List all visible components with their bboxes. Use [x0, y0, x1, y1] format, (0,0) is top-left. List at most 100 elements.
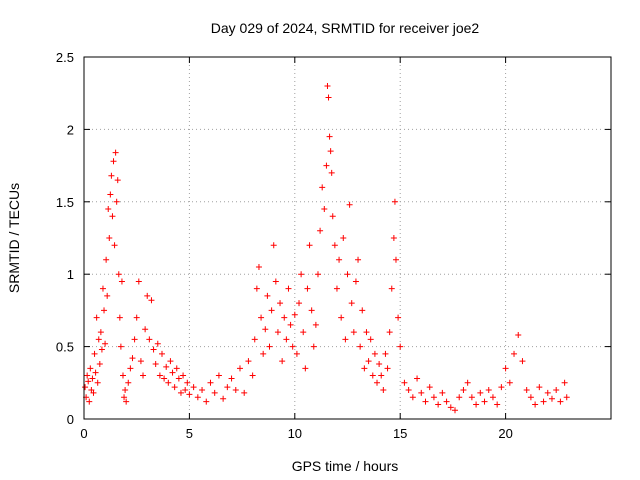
data-point — [540, 398, 547, 405]
data-point — [405, 387, 412, 394]
data-point — [329, 213, 336, 220]
data-point — [363, 329, 370, 336]
data-point — [270, 242, 277, 249]
data-point — [426, 384, 433, 391]
data-point — [255, 263, 262, 270]
data-point — [485, 387, 492, 394]
data-point — [328, 169, 335, 176]
data-point — [121, 394, 128, 401]
data-point — [177, 389, 184, 396]
data-point — [182, 387, 189, 394]
data-point — [378, 372, 385, 379]
data-point — [365, 358, 372, 365]
data-point — [103, 256, 110, 263]
data-point — [536, 384, 543, 391]
data-point — [306, 242, 313, 249]
data-point — [102, 340, 109, 347]
data-point — [515, 332, 522, 339]
axis-ticks: 0 5 10 15 20 0 0.5 1 1.5 2 2.5 — [56, 50, 611, 441]
data-point — [494, 401, 501, 408]
data-point — [346, 201, 353, 208]
data-point — [439, 389, 446, 396]
data-point — [498, 384, 505, 391]
data-point — [532, 401, 539, 408]
data-point — [298, 271, 305, 278]
data-point — [464, 379, 471, 386]
data-point — [380, 387, 387, 394]
data-point — [114, 177, 121, 184]
data-point — [251, 336, 258, 343]
data-point — [367, 336, 374, 343]
data-point — [224, 384, 231, 391]
data-point — [190, 384, 197, 391]
data-point — [283, 336, 290, 343]
data-point — [111, 242, 118, 249]
data-point — [361, 365, 368, 372]
data-point — [131, 336, 138, 343]
data-point — [548, 395, 555, 402]
data-point — [245, 358, 252, 365]
data-point — [199, 387, 206, 394]
data-point — [422, 398, 429, 405]
data-point — [117, 343, 124, 350]
data-point — [338, 314, 345, 321]
data-point — [133, 314, 140, 321]
data-point — [274, 329, 281, 336]
data-point — [519, 358, 526, 365]
data-point — [264, 292, 271, 299]
data-point — [249, 372, 256, 379]
data-point — [388, 285, 395, 292]
data-point — [409, 394, 416, 401]
data-point — [241, 389, 248, 396]
data-point — [85, 378, 92, 385]
data-point — [266, 343, 273, 350]
data-point — [260, 350, 267, 357]
data-point — [165, 379, 172, 386]
data-point — [481, 398, 488, 405]
data-point — [312, 321, 319, 328]
data-point — [86, 398, 93, 405]
data-point — [146, 336, 153, 343]
data-point — [96, 360, 103, 367]
data-point — [95, 336, 102, 343]
data-point — [279, 358, 286, 365]
x-axis-label: GPS time / hours — [292, 458, 399, 474]
data-point — [113, 198, 120, 205]
data-point — [122, 387, 129, 394]
data-point — [101, 307, 108, 314]
y-tick-label: 1 — [67, 267, 74, 282]
data-point — [452, 407, 459, 414]
data-point — [92, 369, 99, 376]
data-point — [336, 256, 343, 263]
data-point — [376, 360, 383, 367]
data-point — [253, 285, 260, 292]
data-point — [523, 387, 530, 394]
data-point — [395, 314, 402, 321]
x-tick-label: 0 — [80, 426, 87, 441]
data-point — [374, 379, 381, 386]
data-point — [232, 387, 239, 394]
data-point — [94, 379, 101, 386]
data-point — [357, 343, 364, 350]
data-point — [350, 329, 357, 336]
data-point — [98, 346, 105, 353]
data-point — [355, 256, 362, 263]
data-point — [262, 326, 269, 333]
data-point — [317, 227, 324, 234]
data-point — [359, 307, 366, 314]
data-point — [175, 375, 182, 382]
data-point — [557, 398, 564, 405]
data-point — [107, 191, 114, 198]
data-point — [382, 350, 389, 357]
data-point — [281, 314, 288, 321]
data-point — [392, 256, 399, 263]
data-points — [82, 82, 570, 414]
data-point — [321, 206, 328, 213]
data-point — [369, 372, 376, 379]
data-point — [211, 389, 218, 396]
data-point — [308, 307, 315, 314]
data-point — [110, 158, 117, 165]
y-axis-label: SRMTID / TECUs — [6, 183, 22, 293]
data-point — [90, 389, 97, 396]
